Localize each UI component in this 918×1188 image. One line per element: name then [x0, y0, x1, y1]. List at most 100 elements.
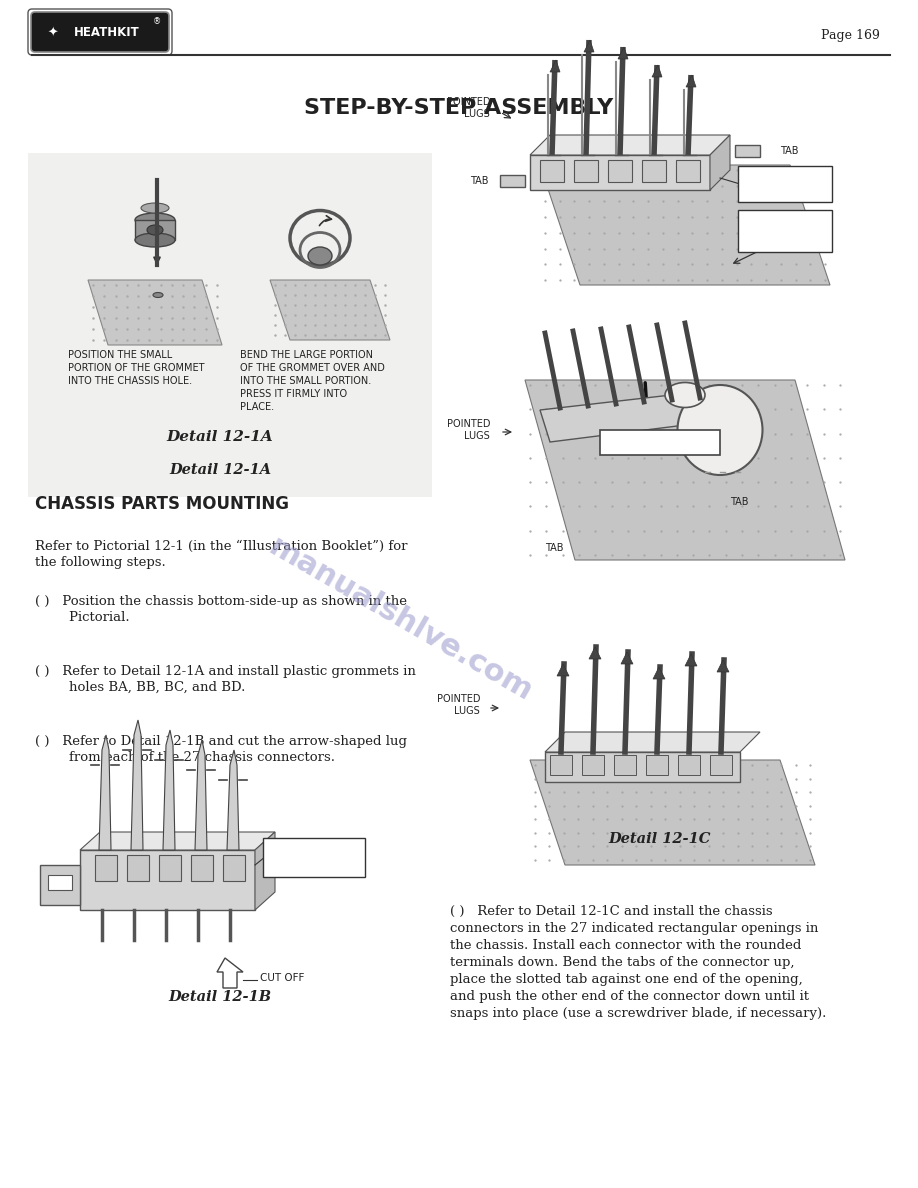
- Text: CHASSIS
CONNECTOR: CHASSIS CONNECTOR: [754, 175, 816, 196]
- Polygon shape: [131, 720, 143, 849]
- Polygon shape: [217, 958, 243, 988]
- Text: ( )   Refer to Detail 12-1C and install the chassis: ( ) Refer to Detail 12-1C and install th…: [450, 905, 773, 918]
- Text: holes BA, BB, BC, and BD.: holes BA, BB, BC, and BD.: [35, 681, 245, 694]
- Bar: [48, 876, 72, 890]
- Bar: [127, 855, 149, 881]
- Polygon shape: [195, 740, 207, 849]
- Bar: [710, 756, 732, 775]
- Text: Detail 12-1B: Detail 12-1B: [168, 990, 272, 1004]
- Text: the chassis. Install each connector with the rounded: the chassis. Install each connector with…: [450, 939, 801, 952]
- Ellipse shape: [135, 213, 175, 227]
- Bar: [540, 160, 564, 182]
- Text: TAB: TAB: [730, 497, 748, 507]
- Text: Detail 12-1C: Detail 12-1C: [609, 832, 711, 846]
- Polygon shape: [735, 145, 760, 157]
- Bar: [582, 756, 604, 775]
- Bar: [614, 756, 636, 775]
- Ellipse shape: [141, 203, 169, 213]
- FancyBboxPatch shape: [31, 12, 169, 52]
- Bar: [642, 160, 666, 182]
- Text: STEP-BY-STEP ASSEMBLY: STEP-BY-STEP ASSEMBLY: [305, 97, 613, 118]
- Text: Refer to Pictorial 12-1 (in the “Illustration Booklet”) for: Refer to Pictorial 12-1 (in the “Illustr…: [35, 541, 408, 552]
- FancyBboxPatch shape: [28, 153, 432, 497]
- Polygon shape: [227, 750, 239, 849]
- Polygon shape: [540, 165, 830, 285]
- Ellipse shape: [665, 383, 705, 407]
- Polygon shape: [525, 380, 845, 560]
- Polygon shape: [163, 729, 175, 849]
- Polygon shape: [618, 48, 628, 59]
- Text: OF THE GROMMET OVER AND: OF THE GROMMET OVER AND: [240, 364, 385, 373]
- Text: HEATHKIT: HEATHKIT: [74, 26, 140, 39]
- Text: manualshlve.com: manualshlve.com: [263, 532, 537, 708]
- Text: TAB: TAB: [780, 146, 799, 156]
- Polygon shape: [686, 75, 696, 87]
- Bar: [135, 220, 175, 240]
- Polygon shape: [88, 280, 222, 345]
- Polygon shape: [589, 647, 601, 659]
- Ellipse shape: [147, 225, 163, 235]
- Bar: [600, 430, 720, 455]
- Polygon shape: [621, 652, 633, 664]
- Polygon shape: [545, 732, 760, 752]
- Text: CUT OFF: CUT OFF: [260, 973, 305, 982]
- Polygon shape: [710, 135, 730, 190]
- Bar: [608, 160, 632, 182]
- Text: ®: ®: [153, 18, 162, 26]
- Text: PORTION OF THE GROMMET: PORTION OF THE GROMMET: [68, 364, 205, 373]
- Text: Pictorial.: Pictorial.: [35, 611, 129, 624]
- Polygon shape: [255, 832, 275, 910]
- Text: and push the other end of the connector down until it: and push the other end of the connector …: [450, 990, 809, 1003]
- Text: place the slotted tab against one end of the opening,: place the slotted tab against one end of…: [450, 973, 802, 986]
- Polygon shape: [685, 655, 697, 666]
- Bar: [574, 160, 598, 182]
- Polygon shape: [717, 661, 729, 672]
- Text: BEND THE LARGE PORTION: BEND THE LARGE PORTION: [240, 350, 373, 360]
- Text: from each of the 27 chassis connectors.: from each of the 27 chassis connectors.: [35, 751, 335, 764]
- Text: TAB: TAB: [545, 543, 564, 552]
- Text: Detail 12-1A: Detail 12-1A: [169, 463, 271, 478]
- Polygon shape: [557, 664, 569, 676]
- Bar: [191, 855, 213, 881]
- Text: PLACE.: PLACE.: [240, 402, 274, 412]
- Bar: [545, 752, 740, 782]
- Bar: [95, 855, 117, 881]
- Text: POINTED
LUGS: POINTED LUGS: [446, 419, 490, 441]
- Polygon shape: [530, 760, 815, 865]
- Polygon shape: [550, 61, 560, 72]
- Text: ( )   Position the chassis bottom-side-up as shown in the: ( ) Position the chassis bottom-side-up …: [35, 595, 407, 608]
- Text: connectors in the 27 indicated rectangular openings in: connectors in the 27 indicated rectangul…: [450, 922, 818, 935]
- Text: POSITION THE SMALL: POSITION THE SMALL: [68, 350, 173, 360]
- Text: terminals down. Bend the tabs of the connector up,: terminals down. Bend the tabs of the con…: [450, 956, 794, 969]
- Bar: [676, 160, 700, 182]
- Text: INTO THE SMALL PORTION.: INTO THE SMALL PORTION.: [240, 375, 371, 386]
- Text: CHASSIS PARTS MOUNTING: CHASSIS PARTS MOUNTING: [35, 495, 289, 513]
- Bar: [40, 865, 80, 905]
- Polygon shape: [584, 40, 594, 52]
- Bar: [223, 855, 245, 881]
- Bar: [80, 849, 255, 910]
- Text: Page 169: Page 169: [821, 29, 879, 42]
- Bar: [678, 756, 700, 775]
- Text: ✦: ✦: [48, 26, 58, 39]
- Bar: [550, 756, 572, 775]
- Ellipse shape: [677, 385, 763, 475]
- Ellipse shape: [153, 292, 163, 297]
- FancyBboxPatch shape: [738, 166, 832, 202]
- Text: ( )   Refer to Detail 12-1B and cut the arrow-shaped lug: ( ) Refer to Detail 12-1B and cut the ar…: [35, 735, 407, 748]
- Text: PRESS IT FIRMLY INTO: PRESS IT FIRMLY INTO: [240, 388, 347, 399]
- FancyBboxPatch shape: [738, 210, 832, 252]
- FancyBboxPatch shape: [263, 838, 365, 877]
- Text: ( )   Refer to Detail 12-1A and install plastic grommets in: ( ) Refer to Detail 12-1A and install pl…: [35, 665, 416, 678]
- Text: TAB: TAB: [470, 176, 488, 187]
- Text: snaps into place (use a screwdriver blade, if necessary).: snaps into place (use a screwdriver blad…: [450, 1007, 826, 1020]
- Polygon shape: [99, 735, 111, 849]
- Bar: [530, 154, 710, 190]
- Polygon shape: [652, 65, 662, 77]
- Polygon shape: [530, 135, 730, 154]
- Polygon shape: [500, 175, 525, 187]
- Text: POINTED
LUGS: POINTED LUGS: [436, 694, 480, 716]
- Ellipse shape: [308, 247, 332, 265]
- Polygon shape: [540, 390, 725, 442]
- Polygon shape: [653, 666, 665, 680]
